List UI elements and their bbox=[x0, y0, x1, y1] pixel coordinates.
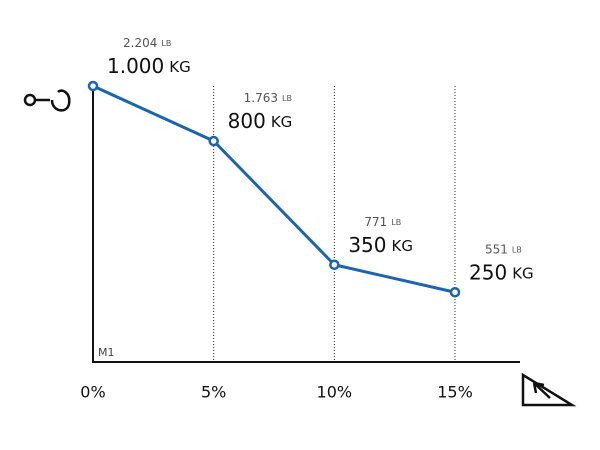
secondary-unit: LB bbox=[391, 217, 401, 226]
secondary-unit: LB bbox=[512, 245, 522, 254]
secondary-value: 2.204 bbox=[123, 36, 157, 50]
secondary-label: 2.204 LB bbox=[123, 36, 171, 50]
value-label: 800 KG bbox=[228, 109, 293, 133]
secondary-label: 1.763 LB bbox=[244, 91, 292, 105]
value: 350 bbox=[348, 232, 386, 256]
x-tick-label: 15% bbox=[437, 383, 473, 402]
secondary-value: 551 bbox=[485, 242, 508, 256]
point bbox=[208, 135, 219, 147]
unit: KG bbox=[169, 58, 190, 76]
slope-icon bbox=[521, 372, 577, 407]
value: 800 bbox=[228, 109, 266, 133]
point bbox=[329, 259, 340, 270]
unit: KG bbox=[392, 236, 413, 254]
value-label: 350 KG bbox=[348, 232, 413, 256]
secondary-value: 1.763 bbox=[244, 91, 278, 105]
x-tick-label: 0% bbox=[80, 383, 105, 402]
x-tick-label: 5% bbox=[201, 383, 226, 402]
value-label: 250 KG bbox=[469, 260, 534, 284]
secondary-label: 771 LB bbox=[364, 214, 401, 228]
x-tick-label: 10% bbox=[317, 383, 353, 402]
line bbox=[92, 84, 456, 294]
value: 1.000 bbox=[107, 54, 164, 78]
secondary-value: 771 bbox=[364, 214, 387, 228]
point bbox=[449, 287, 461, 298]
value: 250 bbox=[469, 260, 507, 284]
value-label: 1.000 KG bbox=[107, 54, 191, 78]
point bbox=[87, 80, 99, 92]
annotation: M1 bbox=[98, 346, 115, 359]
secondary-unit: LB bbox=[282, 94, 292, 103]
hook-icon bbox=[23, 89, 71, 112]
secondary-unit: LB bbox=[161, 39, 171, 48]
unit: KG bbox=[512, 264, 533, 282]
secondary-label: 551 LB bbox=[485, 242, 522, 256]
unit: KG bbox=[271, 113, 292, 131]
